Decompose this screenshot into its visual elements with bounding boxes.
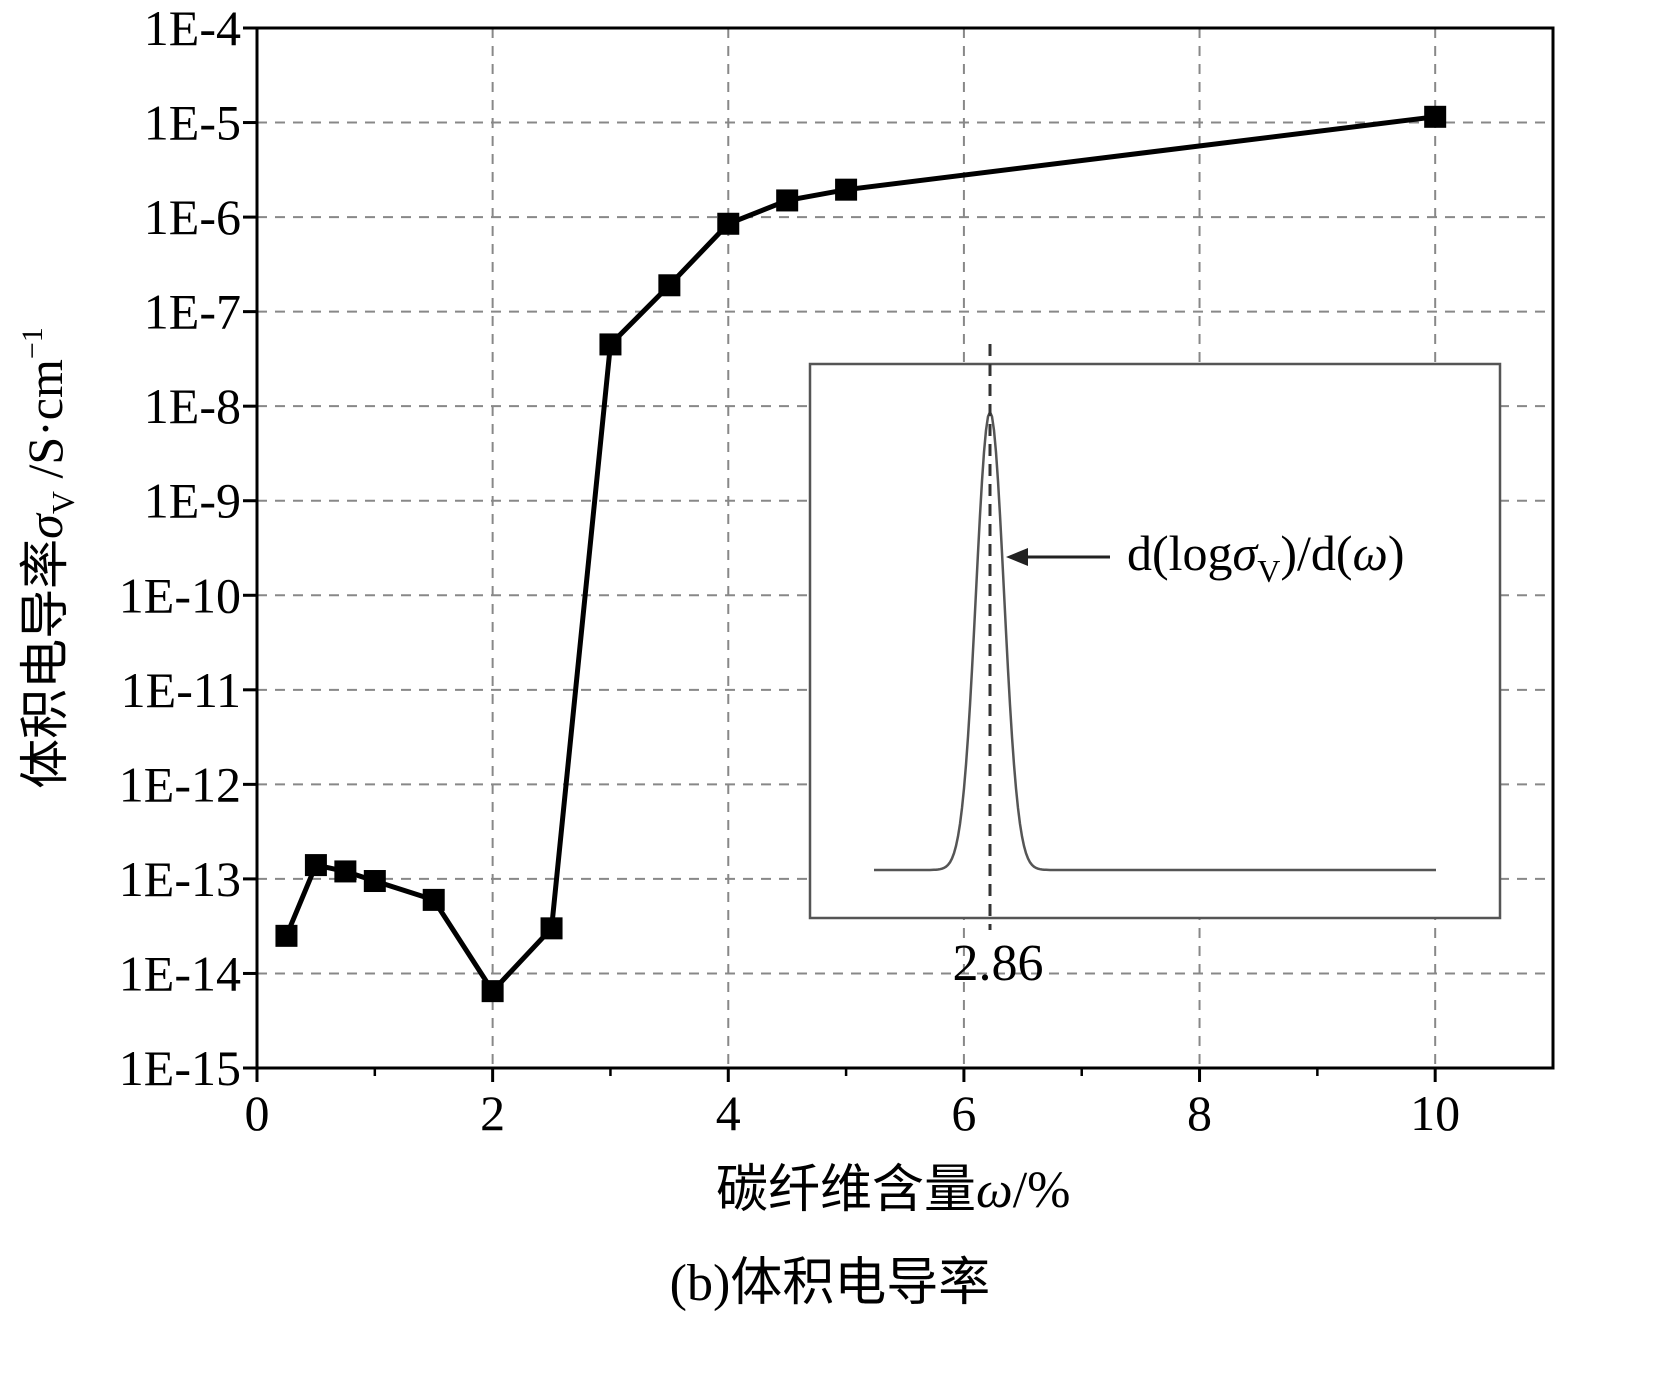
y-tick-label: 1E-4 <box>144 0 241 56</box>
x-tick-label: 2 <box>480 1085 505 1141</box>
data-point-marker <box>275 924 298 947</box>
inset-derivative-curve <box>874 408 1436 872</box>
x-tick-label: 6 <box>951 1085 976 1141</box>
x-tick-label: 0 <box>245 1085 270 1141</box>
inset-arrowhead-icon <box>1006 548 1028 566</box>
y-tick-label: 1E-7 <box>144 284 241 340</box>
inset-derivative-label: d(logσV)/d(ω) <box>1127 525 1405 589</box>
data-series <box>275 105 1447 1003</box>
data-point-marker <box>422 888 445 911</box>
data-point-marker <box>304 854 327 877</box>
y-axis-ticks: 1E-15 1E-14 1E-13 1E-12 1E-11 1E-10 1E-9 1E-8 1E… <box>119 0 257 1096</box>
data-point-marker <box>835 178 858 201</box>
data-point-marker <box>658 274 681 297</box>
y-tick-label: 1E-11 <box>121 662 241 718</box>
y-tick-label: 1E-14 <box>119 945 241 1001</box>
y-tick-label: 1E-15 <box>119 1040 241 1096</box>
y-tick-label: 1E-12 <box>119 756 241 812</box>
x-tick-label: 4 <box>716 1085 741 1141</box>
x-tick-label: 10 <box>1410 1085 1460 1141</box>
inset-frame <box>808 362 1502 920</box>
data-point-marker <box>481 980 504 1003</box>
plot-frame <box>255 26 1555 1070</box>
y-tick-label: 1E-9 <box>144 473 241 529</box>
data-point-marker <box>776 189 799 212</box>
data-point-marker <box>717 212 740 235</box>
data-point-marker <box>599 333 622 356</box>
x-tick-label: 8 <box>1187 1085 1212 1141</box>
y-tick-label: 1E-10 <box>119 567 241 623</box>
y-tick-label: 1E-5 <box>144 95 241 151</box>
data-point-marker <box>334 860 357 883</box>
figure-caption: (b)体积电导率 <box>670 1255 991 1312</box>
y-tick-label: 1E-8 <box>144 378 241 434</box>
data-point-marker <box>540 917 563 940</box>
x-axis-title: 碳纤维含量ω/% <box>716 1162 1071 1219</box>
x-axis-ticks: 0 2 4 6 8 10 <box>245 1068 1460 1141</box>
y-axis-title: 体积电导率σV /S·cm−1 <box>16 327 81 789</box>
data-point-marker <box>363 870 386 893</box>
inset-derivative-plot: d(logσV)/d(ω) 2.86 <box>808 344 1502 992</box>
data-point-marker <box>1424 105 1447 128</box>
y-tick-label: 1E-6 <box>144 189 241 245</box>
inset-peak-value-label: 2.86 <box>953 935 1044 992</box>
y-tick-label: 1E-13 <box>119 851 241 907</box>
